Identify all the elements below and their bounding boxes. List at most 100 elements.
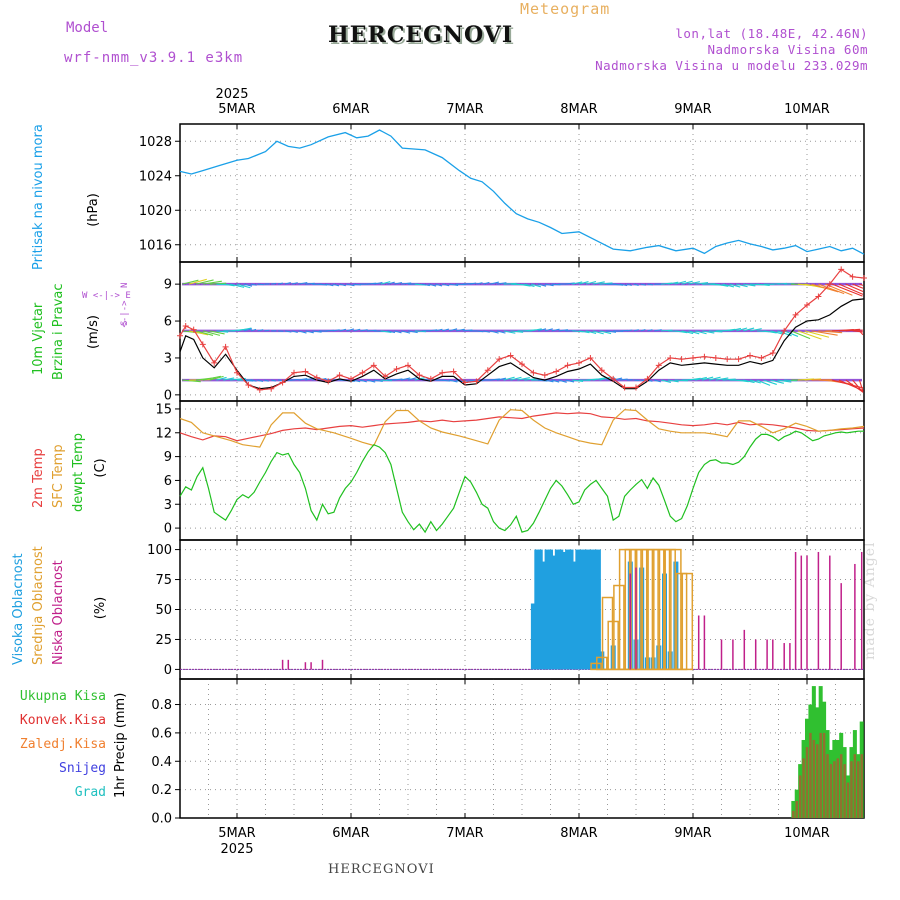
- panel-4: 0 25 50 75 100: [147, 539, 865, 680]
- precip-legend-item: Konvek.Kisa: [20, 713, 106, 728]
- gust-marker: [496, 356, 503, 363]
- cloud-bar: [754, 639, 757, 670]
- wind-barb: [592, 330, 604, 335]
- precip-bar: [791, 800, 796, 818]
- wind-barb: [859, 330, 864, 336]
- wind-barb: [503, 376, 515, 381]
- wind-barb: [770, 330, 784, 335]
- bottom-date-tick-label: 8MAR: [560, 826, 597, 841]
- wind-barb: [366, 379, 376, 383]
- bottom-date-axis: 2025 5MAR 6MAR 7MAR 8MAR 9MAR 10MAR: [218, 826, 830, 857]
- wind-barb: [551, 328, 560, 332]
- wind-barb: [489, 330, 499, 334]
- wind-barb: [442, 283, 450, 287]
- wind-barb: [654, 379, 662, 383]
- wind-barb: [209, 375, 224, 381]
- wind-barb: [647, 283, 654, 286]
- wind-barb: [264, 379, 269, 382]
- gust-marker: [336, 372, 343, 379]
- wind-barb: [743, 283, 756, 287]
- cloud-bar: [321, 659, 324, 670]
- wind-barb: [845, 329, 864, 332]
- y-tick-label: 0: [164, 388, 172, 403]
- wind-barb: [216, 330, 229, 333]
- wind-barb: [277, 282, 284, 285]
- wind-barb: [763, 330, 777, 334]
- compass-legend: W <-|-> E N <-|-> S: [82, 283, 131, 328]
- cloud-bar: [551, 555, 557, 670]
- y-tick-label: 9: [164, 450, 172, 465]
- cloud-bar: [582, 549, 588, 670]
- gust-marker: [678, 356, 685, 363]
- wind-barb: [353, 328, 361, 332]
- gust-marker: [690, 354, 696, 361]
- gust-marker: [291, 369, 297, 376]
- top-date-tick-label: 8MAR: [560, 102, 597, 117]
- wind-barb: [572, 281, 583, 285]
- wind-barb: [380, 379, 393, 382]
- temp2m-label: 2m Temp: [31, 448, 46, 508]
- cloud-bar: [537, 549, 543, 670]
- cloud-bar: [592, 549, 598, 670]
- wind-barb: [195, 279, 214, 285]
- gust-marker: [633, 384, 639, 391]
- y-tick-label: 3: [164, 351, 172, 366]
- gust-marker: [222, 343, 229, 350]
- cloud-bar: [766, 639, 768, 670]
- wind-barb: [496, 330, 506, 334]
- cloud-bar: [571, 561, 577, 670]
- wind-barb: [373, 281, 383, 285]
- cloud-bar: [800, 555, 803, 670]
- wind-barb: [647, 329, 653, 332]
- wind-barb: [291, 282, 298, 285]
- wind-barb: [756, 283, 770, 287]
- precip-series-2: [792, 732, 863, 818]
- wind-barb: [722, 283, 735, 288]
- temp2m-line: [179, 412, 865, 442]
- top-date-tick-label: 5MAR: [218, 102, 255, 117]
- wind-barb: [688, 377, 701, 381]
- wind-barb: [681, 280, 693, 285]
- wind-barb: [852, 379, 864, 393]
- wind-barb: [756, 379, 771, 386]
- wind-barb: [360, 329, 368, 332]
- gust-marker: [211, 359, 218, 366]
- wind-barb: [271, 282, 277, 285]
- wind-barb: [695, 330, 707, 335]
- cloud-bar: [772, 639, 774, 670]
- top-date-tick-label: 9MAR: [674, 102, 711, 117]
- top-date-axis: 2025 5MAR 6MAR 7MAR 8MAR 9MAR 10MAR: [215, 87, 829, 117]
- gust-marker: [804, 302, 810, 309]
- wind-barb: [401, 377, 411, 381]
- cloud-bar: [854, 563, 856, 670]
- compass-ns: <-|->: [120, 300, 130, 328]
- gust-marker: [245, 382, 252, 389]
- wind-barb: [736, 327, 748, 332]
- wind-barb: [346, 283, 355, 287]
- gust-marker: [519, 361, 525, 368]
- wind-barb: [619, 283, 628, 287]
- precip-bar: [853, 754, 857, 818]
- precip-bar: [850, 761, 853, 818]
- gust-marker: [199, 341, 206, 348]
- wind-barb: [852, 283, 864, 289]
- precip-bar: [843, 764, 846, 818]
- cloud-bar: [794, 551, 797, 670]
- compass-n: N: [120, 283, 130, 288]
- wind-barb: [319, 283, 328, 286]
- gust-marker: [370, 362, 377, 369]
- cloud-bar: [541, 561, 547, 670]
- y-tick-label: 3: [164, 498, 172, 513]
- wind-barb: [291, 330, 298, 333]
- gust-marker: [667, 354, 674, 361]
- wind-barb: [394, 330, 402, 334]
- wind-barb: [202, 280, 222, 285]
- wind-barb: [442, 328, 450, 332]
- wind-barb: [387, 330, 396, 334]
- wind-barb: [353, 283, 362, 286]
- pressure-unit: (hPa): [86, 193, 101, 227]
- gust-marker: [530, 369, 537, 376]
- cloud-bar: [595, 549, 601, 670]
- gust-marker: [701, 353, 708, 360]
